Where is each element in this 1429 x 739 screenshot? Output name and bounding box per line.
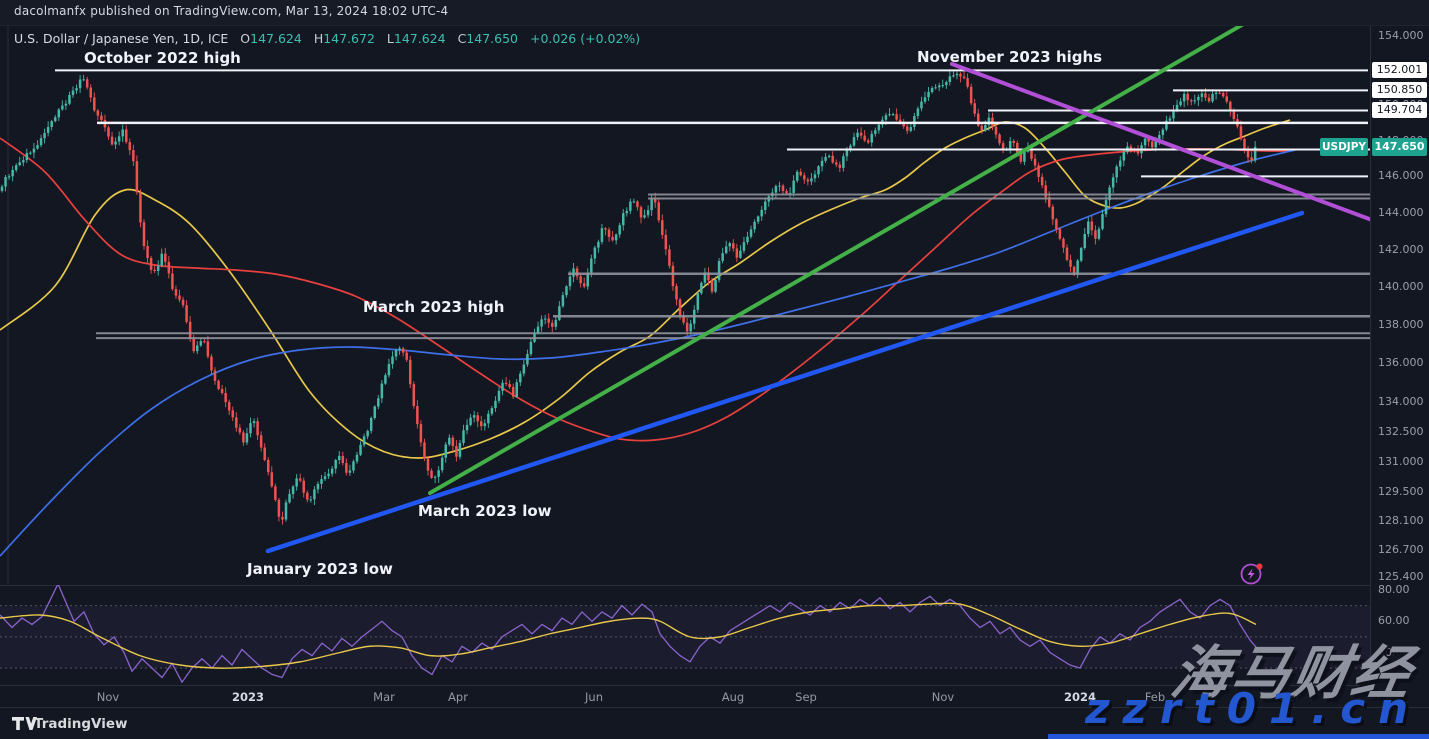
time-axis-label: 2024 xyxy=(1063,690,1097,704)
notification-dot xyxy=(1256,563,1263,570)
ma-slow-blue xyxy=(0,149,1296,557)
price-chart-canvas[interactable]: October 2022 high November 2023 highs Marc… xyxy=(0,25,1370,585)
time-axis-label: Sep xyxy=(795,690,817,704)
price-tick: 125.400 xyxy=(1378,570,1424,583)
tradingview-brand-text[interactable]: TradingView xyxy=(34,716,128,732)
chart-annotation[interactable]: March 2023 high xyxy=(363,298,504,316)
moving-averages xyxy=(0,119,1296,557)
watermark-blue-strip xyxy=(1048,734,1429,739)
rsi-tick: 80.00 xyxy=(1378,583,1410,596)
price-tick: 134.000 xyxy=(1378,395,1424,408)
price-tick: 138.000 xyxy=(1378,318,1424,331)
time-scale-axis[interactable]: Nov 2023 Mar Apr Jun Aug Sep Nov 2024 Feb Apr xyxy=(0,685,1370,708)
symbol-badge[interactable]: USDJPY xyxy=(1320,138,1368,156)
uptrend-from-january-2023-low[interactable] xyxy=(265,210,1305,554)
rsi-line xyxy=(0,585,1259,684)
open-label: O xyxy=(240,31,251,46)
price-level-box[interactable]: 149.704 xyxy=(1372,102,1427,118)
price-tick: 140.000 xyxy=(1378,280,1424,293)
price-tick: 132.500 xyxy=(1378,425,1424,438)
ma-mid-red xyxy=(0,137,1291,442)
rsi-tick: 40.00 xyxy=(1378,646,1410,659)
time-axis-label: Mar xyxy=(373,690,395,704)
published-bar: dacolmanfx published on TradingView.com,… xyxy=(0,0,1429,26)
chart-annotation[interactable]: March 2023 low xyxy=(418,502,552,520)
symbol-title: U.S. Dollar / Japanese Yen, 1D, ICE xyxy=(14,31,229,46)
close-value: 147.650 xyxy=(466,31,518,46)
uptrend-from-march-2023-low[interactable] xyxy=(428,25,1247,495)
time-axis-label: Apr xyxy=(448,690,468,704)
close-label: C xyxy=(457,31,467,46)
time-axis-label: Aug xyxy=(721,690,745,704)
high-value: 147.672 xyxy=(323,31,375,46)
price-tick: 136.000 xyxy=(1378,356,1424,369)
price-tick: 126.700 xyxy=(1378,543,1424,556)
time-axis-label: Apr xyxy=(1280,690,1300,704)
time-axis-label: Nov xyxy=(931,690,955,704)
rsi-pane-canvas[interactable] xyxy=(0,585,1370,685)
support-resistance-levels xyxy=(55,69,1370,340)
candlesticks xyxy=(0,70,1257,525)
downtrend-from-november-2023-high[interactable] xyxy=(950,62,1370,222)
low-value: 147.624 xyxy=(393,31,446,46)
rsi-ma-line xyxy=(0,602,1257,669)
ma-fast-yellow xyxy=(0,119,1291,459)
price-tick: 144.000 xyxy=(1378,206,1424,219)
published-text: dacolmanfx published on TradingView.com,… xyxy=(14,4,449,18)
price-tick: 146.000 xyxy=(1378,169,1424,182)
price-tick: 142.000 xyxy=(1378,243,1424,256)
rsi-tick: 60.00 xyxy=(1378,614,1410,627)
time-axis-label: Jun xyxy=(585,690,603,704)
chart-annotation[interactable]: October 2022 high xyxy=(84,49,241,67)
chart-annotation[interactable]: November 2023 highs xyxy=(917,48,1102,66)
lightning-bolt-icon xyxy=(1247,568,1255,580)
price-tick: 154.000 xyxy=(1378,29,1424,42)
high-label: H xyxy=(313,31,324,46)
price-tick: 129.500 xyxy=(1378,485,1424,498)
time-axis-label: Nov xyxy=(96,690,120,704)
low-label: L xyxy=(386,31,394,46)
footer-bar: TradingView xyxy=(0,707,1429,739)
price-level-box[interactable]: 152.001 xyxy=(1372,62,1427,78)
price-tick: 131.000 xyxy=(1378,455,1424,468)
last-price-badge[interactable]: 147.650 xyxy=(1372,138,1427,156)
open-value: 147.624 xyxy=(250,31,302,46)
price-scale-axis[interactable]: 154.000150.000148.000146.000144.000142.0… xyxy=(1370,25,1429,685)
change-value: +0.026 (+0.02%) xyxy=(529,31,641,46)
tradingview-logo-icon[interactable] xyxy=(12,717,38,731)
price-tick: 128.100 xyxy=(1378,514,1424,527)
watermark-url: zzrt01.cn xyxy=(1085,684,1421,733)
time-axis-label: 2023 xyxy=(231,690,265,704)
flash-ideas-icon[interactable] xyxy=(1238,560,1266,588)
flash-icon-circle xyxy=(1240,563,1262,585)
time-axis-label: Feb xyxy=(1144,690,1166,704)
price-level-box[interactable]: 150.850 xyxy=(1372,82,1427,98)
symbol-ohlc-header[interactable]: U.S. Dollar / Japanese Yen, 1D, ICE O147… xyxy=(14,31,640,46)
chart-annotation[interactable]: January 2023 low xyxy=(246,560,393,578)
